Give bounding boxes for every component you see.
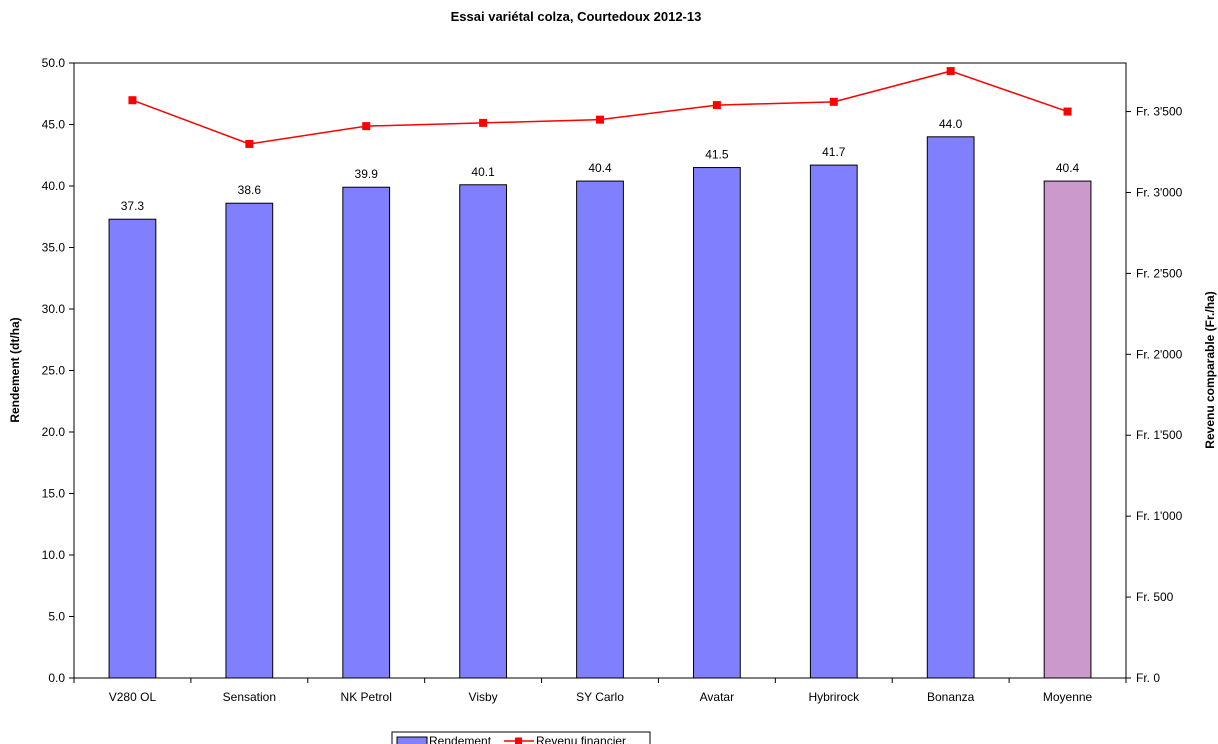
bar-data-label: 44.0 [939,117,963,131]
revenu-marker [946,67,955,76]
revenu-marker [1063,107,1072,116]
x-tick-label: Moyenne [1043,690,1093,704]
x-tick-label: V280 OL [109,690,157,704]
bar [693,167,741,679]
x-tick-label: Hybrirock [808,690,860,704]
y-tick-label: 35.0 [42,241,66,255]
y-tick-label: 25.0 [42,364,66,378]
bar-data-label: 41.7 [822,145,846,159]
y-tick-label: 50.0 [42,56,66,70]
bar [1043,180,1092,679]
x-tick-label: Sensation [223,690,276,704]
y-tick-label: 20.0 [42,425,66,439]
legend-label-revenu: Revenu financier [536,734,626,744]
bar-data-label: 39.9 [355,167,379,181]
bar [108,218,157,679]
y2-tick-label: Fr. 1'500 [1136,428,1183,442]
legend-swatch-rendement [396,736,428,744]
bar-data-label: 40.4 [588,161,612,175]
bar [459,184,507,679]
y2-tick-label: Fr. 3'500 [1136,105,1183,119]
y-tick-label: 15.0 [42,487,66,501]
y-tick-label: 40.0 [42,179,66,193]
y2-tick-label: Fr. 2'500 [1136,266,1183,280]
bar [926,136,975,679]
x-tick-label: SY Carlo [576,690,624,704]
revenu-marker [128,96,137,105]
x-axis: V280 OL Sensation NK Petrol Visby SY Carlo Av… [73,678,1127,704]
revenu-marker [362,122,371,131]
bar-series [108,136,1092,679]
line-series [128,67,1072,148]
bar-data-label: 40.1 [471,165,495,179]
x-tick-label: Avatar [700,690,734,704]
x-tick-label: NK Petrol [341,690,392,704]
bar [342,186,391,679]
y-axis: 0.0 5.0 10.0 15.0 20.0 25.0 30.0 35.0 40.0 45.0 50… [42,56,74,685]
legend-swatch-revenu-marker [515,737,522,744]
y-tick-label: 5.0 [48,610,65,624]
chart-title: Essai variétal colza, Courtedoux 2012-13 [451,9,702,24]
y2-tick-label: Fr. 2'000 [1136,347,1183,361]
y2-tick-label: Fr. 500 [1136,590,1174,604]
x-tick-label: Visby [469,690,498,704]
revenu-marker [245,139,254,148]
revenu-marker [596,115,604,124]
y-tick-label: 30.0 [42,302,66,316]
legend-label-rendement: Rendement [429,734,492,744]
bar-data-label: 37.3 [121,199,145,213]
y2-tick-label: Fr. 0 [1136,671,1160,685]
revenu-marker [829,97,838,106]
y-tick-label: 10.0 [42,548,66,562]
revenu-marker [712,101,721,110]
bar-data-labels: 37.3 38.6 39.9 40.1 40.4 41.5 41.7 44.0 40.4 [121,117,1080,213]
bar [225,202,274,679]
y-axis-title: Rendement (dt/ha) [8,317,22,422]
bar [809,164,858,679]
legend: Rendement Revenu financier [391,731,651,744]
y-tick-label: 45.0 [42,118,66,132]
bar-data-label: 40.4 [1056,161,1080,175]
y2-tick-label: Fr. 1'000 [1136,509,1183,523]
y2-axis-title: Revenu comparable (Fr./ha) [1203,291,1217,448]
y2-tick-label: Fr. 3'000 [1136,185,1183,199]
revenu-marker [479,118,488,127]
bar-data-label: 38.6 [238,183,262,197]
x-tick-label: Bonanza [927,690,975,704]
bar-data-label: 41.5 [705,148,729,162]
y-tick-label: 0.0 [48,671,65,685]
bar [576,180,624,679]
y2-axis: Fr. 0 Fr. 500 Fr. 1'000 Fr. 1'500 Fr. 2'000 F… [1126,105,1183,685]
